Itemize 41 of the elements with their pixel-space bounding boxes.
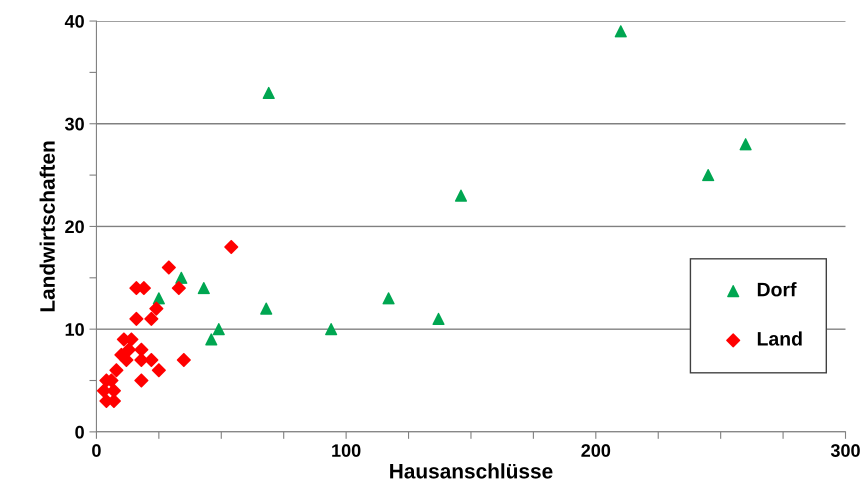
point [325, 323, 338, 336]
point [262, 86, 275, 100]
legend-label: Dorf [758, 282, 797, 296]
point [432, 312, 445, 325]
point [212, 323, 225, 336]
point [134, 373, 148, 388]
x-tick-label: 0 [92, 444, 101, 457]
point [614, 25, 627, 38]
point [134, 352, 148, 368]
point [205, 333, 218, 346]
legend-label: Land [758, 331, 802, 346]
point [454, 190, 468, 202]
point [129, 312, 144, 326]
point [152, 363, 166, 378]
y-tick-label: 40 [64, 14, 84, 28]
point [96, 384, 111, 398]
point [224, 240, 238, 254]
point [382, 292, 395, 304]
x-tick-label: 200 [581, 444, 610, 457]
point [198, 282, 210, 294]
x-tick-label: 100 [332, 444, 360, 457]
x-tick-label: 300 [830, 444, 860, 457]
point [176, 352, 191, 368]
y-tick-label: 30 [64, 118, 84, 130]
point [149, 302, 164, 316]
point [175, 272, 188, 284]
point [109, 363, 124, 378]
point [740, 138, 752, 150]
y-tick-label: 20 [65, 220, 84, 234]
y-tick-label: 0 [75, 426, 84, 439]
point [260, 302, 272, 315]
point [172, 281, 186, 296]
point [162, 260, 176, 275]
y-axis-title: Landwirtschaften [40, 142, 55, 312]
x-axis-title: Hausanschlüsse [390, 463, 552, 479]
point [122, 342, 136, 357]
point [144, 312, 158, 326]
point [134, 342, 148, 357]
y-tick-label: 10 [66, 323, 84, 336]
point [144, 352, 158, 368]
point [702, 169, 714, 182]
